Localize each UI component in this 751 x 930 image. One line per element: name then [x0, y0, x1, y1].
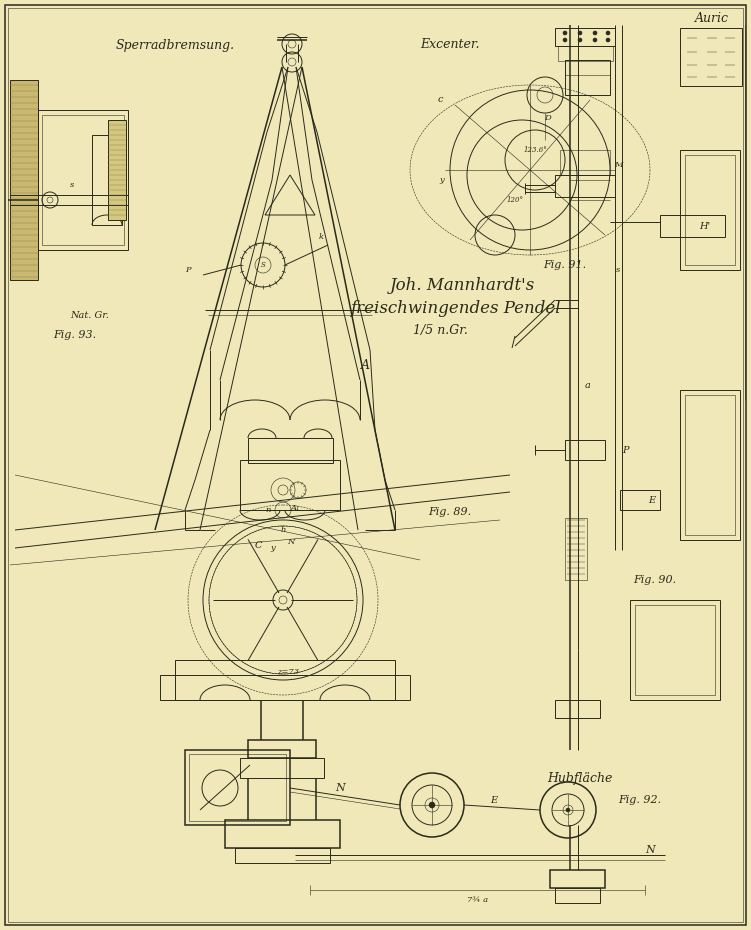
Bar [240, 758, 324, 778]
Text: freischwingendes Pendel: freischwingendes Pendel [350, 299, 560, 316]
Text: E: E [490, 795, 498, 804]
Bar [189, 754, 286, 821]
Bar [225, 820, 340, 848]
Bar [555, 175, 615, 197]
Bar [248, 740, 316, 758]
Text: A: A [360, 358, 369, 371]
Text: 7¾ a: 7¾ a [467, 896, 489, 904]
Text: Hubfläche: Hubfläche [547, 772, 613, 785]
Text: y: y [439, 176, 445, 184]
Bar [185, 750, 290, 825]
Text: s: s [70, 181, 74, 189]
Bar [235, 848, 330, 863]
Bar [660, 215, 725, 237]
Text: 120°: 120° [506, 196, 523, 204]
Bar [248, 438, 333, 463]
Bar [550, 870, 605, 888]
Bar [10, 80, 38, 280]
Bar [555, 28, 615, 46]
Circle shape [578, 31, 582, 35]
Circle shape [606, 38, 610, 42]
Bar [680, 390, 740, 540]
Bar [558, 46, 613, 61]
Bar [565, 60, 610, 95]
Text: c: c [437, 96, 443, 104]
Circle shape [429, 802, 435, 808]
Text: C: C [255, 540, 262, 550]
Text: Excenter.: Excenter. [421, 38, 480, 51]
Circle shape [593, 31, 597, 35]
Circle shape [563, 38, 567, 42]
Text: P: P [622, 445, 629, 455]
Text: Nat. Gr.: Nat. Gr. [71, 311, 110, 320]
Text: Fig. 89.: Fig. 89. [428, 507, 472, 517]
Bar [92, 135, 122, 225]
Text: Sperradbremsung.: Sperradbremsung. [116, 38, 234, 51]
Bar [42, 115, 124, 245]
Text: A₁: A₁ [291, 504, 300, 512]
Bar [685, 395, 735, 535]
Bar [160, 675, 410, 700]
Bar [240, 460, 340, 510]
Bar [565, 518, 587, 580]
Bar [555, 700, 600, 718]
Circle shape [563, 31, 567, 35]
Bar [685, 155, 735, 265]
Text: 1/5 n.Gr.: 1/5 n.Gr. [412, 324, 467, 337]
Text: Fig. 90.: Fig. 90. [633, 575, 677, 585]
Bar [635, 605, 715, 695]
Text: Auric: Auric [695, 11, 729, 24]
Bar [630, 600, 720, 700]
Bar [560, 150, 610, 175]
Text: y: y [270, 544, 276, 552]
Circle shape [606, 31, 610, 35]
Text: n: n [265, 506, 270, 514]
Text: z=73: z=73 [277, 668, 299, 676]
Bar [555, 888, 600, 903]
Circle shape [566, 808, 570, 812]
Circle shape [593, 38, 597, 42]
Text: s: s [616, 266, 620, 274]
Text: E: E [648, 496, 656, 504]
Text: Joh. Mannhardt's: Joh. Mannhardt's [389, 276, 535, 294]
Bar [175, 660, 395, 700]
Text: N: N [288, 538, 294, 546]
Bar [680, 150, 740, 270]
Text: 123.6°: 123.6° [523, 146, 547, 154]
Bar [38, 110, 128, 250]
Bar [620, 490, 660, 510]
Text: h: h [280, 526, 285, 534]
Bar [108, 120, 126, 220]
Text: N: N [335, 783, 345, 793]
Text: Fig. 92.: Fig. 92. [618, 795, 662, 805]
Text: k: k [318, 233, 324, 241]
Text: Fig. 93.: Fig. 93. [53, 330, 97, 340]
Text: M: M [614, 161, 623, 169]
Circle shape [578, 38, 582, 42]
Text: P: P [185, 266, 191, 274]
Text: Fig. 91.: Fig. 91. [544, 260, 587, 270]
Text: H': H' [699, 221, 710, 231]
Bar [565, 440, 605, 460]
Text: S: S [261, 261, 265, 269]
Bar [680, 28, 742, 86]
Text: N: N [645, 845, 655, 855]
Text: D: D [544, 114, 551, 122]
Text: a: a [585, 380, 591, 390]
